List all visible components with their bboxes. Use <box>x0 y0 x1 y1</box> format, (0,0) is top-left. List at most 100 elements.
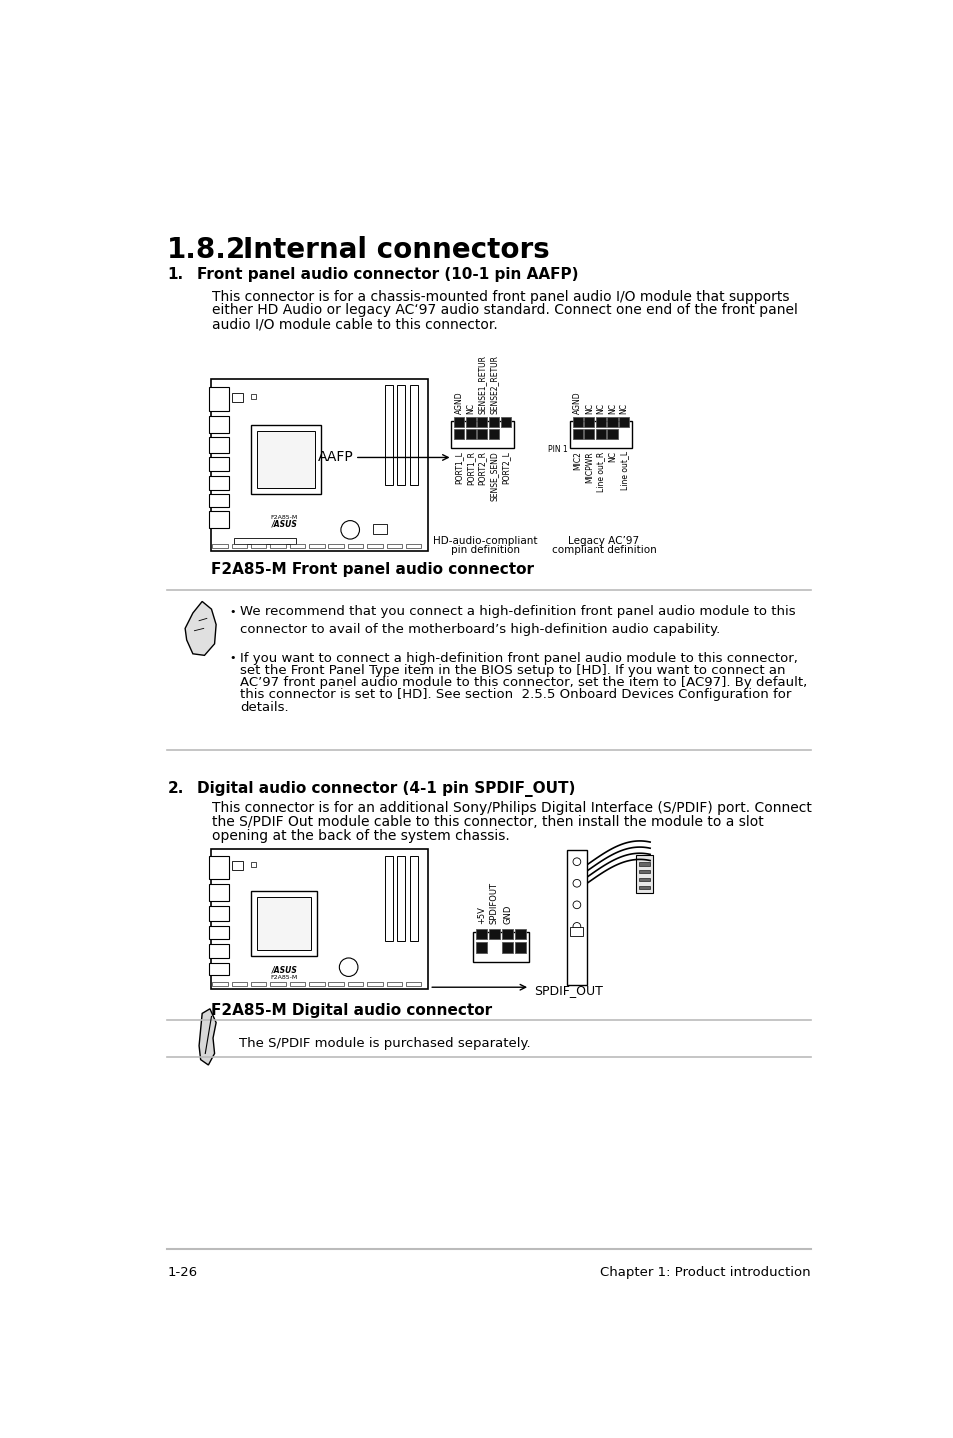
Text: HD-audio-compliant: HD-audio-compliant <box>433 536 537 546</box>
Bar <box>570 928 583 936</box>
Text: SENSE2_RETUR: SENSE2_RETUR <box>489 355 497 414</box>
Text: PORT1_R: PORT1_R <box>466 452 475 485</box>
Bar <box>583 429 594 439</box>
Bar <box>212 982 228 985</box>
Text: NC: NC <box>619 403 628 414</box>
Bar <box>209 926 229 939</box>
Bar <box>209 416 229 433</box>
Bar <box>488 417 498 427</box>
Bar <box>251 426 320 495</box>
Bar <box>567 850 586 985</box>
Bar <box>406 982 421 985</box>
Text: opening at the back of the system chassis.: opening at the back of the system chassi… <box>212 828 510 843</box>
Text: F2A85-M: F2A85-M <box>271 975 297 981</box>
Text: PIN 1: PIN 1 <box>548 446 567 454</box>
Bar <box>476 417 487 427</box>
Bar <box>233 861 243 870</box>
Text: Line out_R: Line out_R <box>596 452 605 492</box>
Text: this connector is set to [HD]. See section  2.5.5 Onboard Devices Configuration : this connector is set to [HD]. See secti… <box>240 689 791 702</box>
Bar <box>309 982 324 985</box>
Bar <box>385 856 393 940</box>
Bar <box>251 982 266 985</box>
Text: F2A85-M Digital audio connector: F2A85-M Digital audio connector <box>211 1002 492 1018</box>
Text: NC: NC <box>607 452 617 462</box>
Bar <box>596 417 605 427</box>
Text: either HD Audio or legacy AC‘97 audio standard. Connect one end of the front pan: either HD Audio or legacy AC‘97 audio st… <box>212 303 798 318</box>
Bar <box>476 929 486 939</box>
Bar <box>465 429 476 439</box>
Bar <box>373 523 387 535</box>
Bar <box>209 387 229 411</box>
Bar <box>233 393 243 403</box>
Bar <box>454 429 464 439</box>
Text: PORT2_R: PORT2_R <box>477 452 486 485</box>
Bar <box>636 854 653 893</box>
Bar <box>232 545 247 548</box>
Bar <box>309 545 324 548</box>
Bar <box>290 982 305 985</box>
Text: +5V: +5V <box>476 906 485 925</box>
Bar <box>501 929 513 939</box>
Text: details.: details. <box>240 700 289 713</box>
Text: NC: NC <box>584 403 593 414</box>
Bar <box>251 892 316 956</box>
Bar <box>596 429 605 439</box>
Text: Front panel audio connector (10-1 pin AAFP): Front panel audio connector (10-1 pin AA… <box>196 266 578 282</box>
Text: SPDIFOUT: SPDIFOUT <box>489 881 498 925</box>
Bar <box>572 417 582 427</box>
Bar <box>209 945 229 958</box>
Bar <box>515 942 525 952</box>
Text: NC: NC <box>596 403 605 414</box>
Text: SENSE1_RETUR: SENSE1_RETUR <box>477 355 486 414</box>
Bar <box>251 394 256 398</box>
Bar <box>385 385 393 485</box>
Bar <box>639 877 649 881</box>
Bar <box>232 982 247 985</box>
Text: This connector is for a chassis-mounted front panel audio I/O module that suppor: This connector is for a chassis-mounted … <box>212 289 789 303</box>
Bar <box>397 385 405 485</box>
Bar <box>454 417 464 427</box>
Bar <box>209 437 229 453</box>
Bar <box>209 512 229 528</box>
Bar <box>515 929 525 939</box>
Text: AGND: AGND <box>573 391 581 414</box>
Bar <box>251 861 256 867</box>
Bar <box>257 897 311 951</box>
Circle shape <box>573 902 580 909</box>
Text: AC’97 front panel audio module to this connector, set the item to [AC97]. By def: AC’97 front panel audio module to this c… <box>240 676 806 689</box>
Text: compliant definition: compliant definition <box>551 545 656 555</box>
Text: SPDIF_OUT: SPDIF_OUT <box>534 984 602 997</box>
Bar <box>572 429 582 439</box>
Bar <box>233 538 295 544</box>
Text: •: • <box>229 607 235 617</box>
Text: audio I/O module cable to this connector.: audio I/O module cable to this connector… <box>212 318 497 331</box>
Bar <box>328 982 344 985</box>
Text: NC: NC <box>466 403 475 414</box>
Text: /ASUS: /ASUS <box>271 521 297 529</box>
Bar <box>367 545 382 548</box>
Bar <box>607 417 617 427</box>
Circle shape <box>339 958 357 976</box>
Bar <box>500 417 510 427</box>
Bar <box>451 420 513 449</box>
Text: GND: GND <box>502 905 512 925</box>
Text: Chapter 1: Product introduction: Chapter 1: Product introduction <box>599 1265 810 1278</box>
Bar <box>328 545 344 548</box>
Bar <box>251 545 266 548</box>
Bar <box>209 495 229 506</box>
Bar <box>367 982 382 985</box>
Bar <box>607 429 617 439</box>
Text: PORT2_L: PORT2_L <box>500 452 510 485</box>
Text: NC: NC <box>607 403 617 414</box>
Text: PORT1_L: PORT1_L <box>455 452 463 485</box>
Bar <box>209 962 229 975</box>
Bar <box>397 856 405 940</box>
Bar <box>569 420 632 449</box>
Bar <box>386 982 402 985</box>
Bar <box>212 545 228 548</box>
Bar <box>410 385 417 485</box>
Text: 1.: 1. <box>167 266 183 282</box>
Text: Internal connectors: Internal connectors <box>243 236 550 263</box>
Text: Legacy AC’97: Legacy AC’97 <box>568 536 639 546</box>
Bar <box>618 417 629 427</box>
